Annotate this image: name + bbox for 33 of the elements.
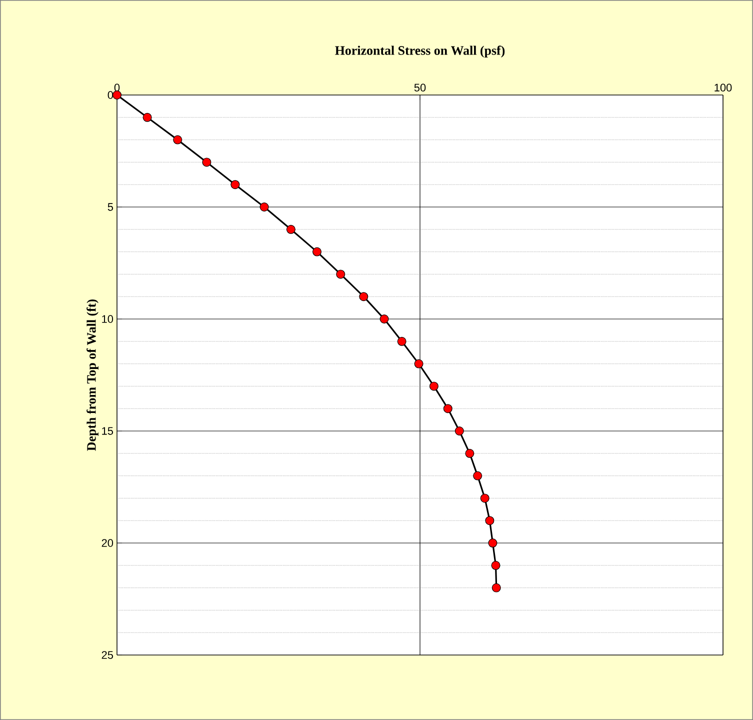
point: [142, 112, 152, 122]
point: [286, 224, 296, 234]
point: [465, 448, 474, 458]
point: [260, 202, 269, 212]
chart-title: Horizontal Stress on Wall (psf): [335, 46, 505, 58]
y-tick-label: 10: [102, 315, 114, 323]
point: [112, 90, 122, 100]
point: [380, 314, 389, 324]
point: [488, 538, 498, 548]
x-tick-label: 50: [414, 84, 426, 92]
point: [414, 359, 424, 368]
point: [480, 494, 490, 503]
point: [173, 135, 182, 144]
point: [336, 270, 346, 279]
point: [443, 404, 452, 414]
point: [230, 180, 240, 190]
point: [491, 560, 500, 570]
y-tick-label: 25: [102, 651, 114, 659]
y-tick-label: 15: [102, 427, 114, 435]
y-axis-title: Depth from Top of Wall (ft): [86, 299, 98, 451]
point: [202, 158, 212, 167]
x-tick-label: 100: [714, 84, 732, 92]
y-tick-label: 0: [108, 91, 114, 99]
point: [454, 426, 464, 436]
point: [485, 516, 494, 526]
point: [473, 471, 482, 480]
point: [312, 247, 322, 256]
point: [397, 336, 406, 346]
point: [359, 292, 368, 302]
point: [429, 382, 438, 391]
y-tick-label: 5: [108, 203, 114, 211]
point: [492, 583, 501, 592]
y-tick-label: 20: [102, 539, 114, 547]
